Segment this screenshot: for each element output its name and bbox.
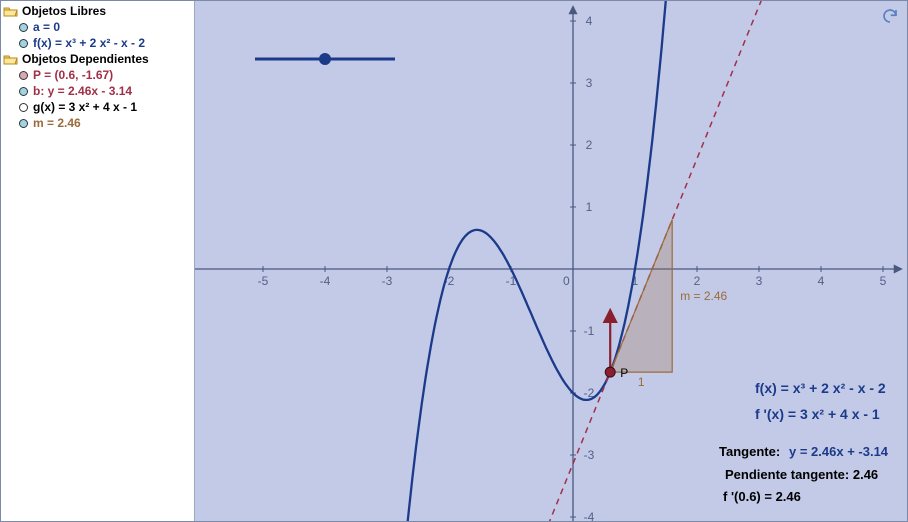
caption-4: Pendiente tangente: 2.46	[725, 467, 878, 482]
algebra-item-label: f(x) = x³ + 2 x² - x - 2	[33, 36, 145, 50]
y-tick-label: -4	[584, 510, 595, 521]
caption-3: y = 2.46x + -3.14	[789, 444, 889, 459]
y-tick-label: -3	[584, 448, 595, 462]
slope-dx-label: 1	[638, 375, 645, 389]
folder-dep-label: Objetos Dependientes	[22, 52, 149, 66]
x-tick-label: 5	[880, 274, 887, 288]
visibility-bullet[interactable]	[19, 39, 28, 48]
graphics-pane[interactable]: -5-4-3-2-112345-4-3-2-112340b1m = 2.46Pf…	[195, 1, 907, 521]
algebra-item-b[interactable]: b: y = 2.46x - 3.14	[1, 83, 194, 99]
app-root: Objetos Libres a = 0 f(x) = x³ + 2 x² - x…	[0, 0, 908, 522]
x-tick-label: -3	[382, 274, 393, 288]
y-tick-label: 1	[586, 200, 593, 214]
caption-0: f(x) = x³ + 2 x² - x - 2	[755, 380, 886, 396]
folder-open-icon	[3, 5, 18, 17]
y-tick-label: 4	[586, 14, 593, 28]
visibility-bullet[interactable]	[19, 119, 28, 128]
algebra-item-label: g(x) = 3 x² + 4 x - 1	[33, 100, 137, 114]
x-tick-label: -5	[258, 274, 269, 288]
refresh-icon[interactable]	[881, 7, 899, 30]
algebra-item-m[interactable]: m = 2.46	[1, 115, 194, 131]
algebra-item-P[interactable]: P = (0.6, -1.67)	[1, 67, 194, 83]
visibility-bullet[interactable]	[19, 71, 28, 80]
x-tick-label: 4	[818, 274, 825, 288]
x-tick-label: 2	[694, 274, 701, 288]
folder-free-label: Objetos Libres	[22, 4, 106, 18]
origin-label: 0	[563, 274, 570, 288]
x-tick-label: -4	[320, 274, 331, 288]
y-tick-label: -1	[584, 324, 595, 338]
algebra-item-label: m = 2.46	[33, 116, 81, 130]
point-P-label: P	[620, 366, 628, 380]
visibility-bullet[interactable]	[19, 103, 28, 112]
y-tick-label: 3	[586, 76, 593, 90]
point-P[interactable]	[605, 367, 615, 377]
algebra-item-label: a = 0	[33, 20, 60, 34]
algebra-item-f[interactable]: f(x) = x³ + 2 x² - x - 2	[1, 35, 194, 51]
x-tick-label: 3	[756, 274, 763, 288]
algebra-item-g[interactable]: g(x) = 3 x² + 4 x - 1	[1, 99, 194, 115]
folder-dep[interactable]: Objetos Dependientes	[1, 51, 194, 67]
graphics-canvas[interactable]: -5-4-3-2-112345-4-3-2-112340b1m = 2.46Pf…	[195, 1, 907, 521]
slope-triangle	[610, 220, 672, 373]
visibility-bullet[interactable]	[19, 87, 28, 96]
folder-free[interactable]: Objetos Libres	[1, 3, 194, 19]
algebra-item-label: P = (0.6, -1.67)	[33, 68, 113, 82]
visibility-bullet[interactable]	[19, 23, 28, 32]
curve-f[interactable]	[403, 1, 669, 521]
y-tick-label: 2	[586, 138, 593, 152]
folder-open-icon	[3, 53, 18, 65]
caption-1: f '(x) = 3 x² + 4 x - 1	[755, 406, 880, 422]
caption-2: Tangente:	[719, 444, 780, 459]
algebra-item-label: b: y = 2.46x - 3.14	[33, 84, 132, 98]
algebra-pane: Objetos Libres a = 0 f(x) = x³ + 2 x² - x…	[1, 1, 195, 521]
algebra-item-a[interactable]: a = 0	[1, 19, 194, 35]
caption-5: f '(0.6) = 2.46	[723, 489, 801, 504]
slope-m-label: m = 2.46	[680, 289, 727, 303]
slider-knob[interactable]	[319, 53, 331, 65]
